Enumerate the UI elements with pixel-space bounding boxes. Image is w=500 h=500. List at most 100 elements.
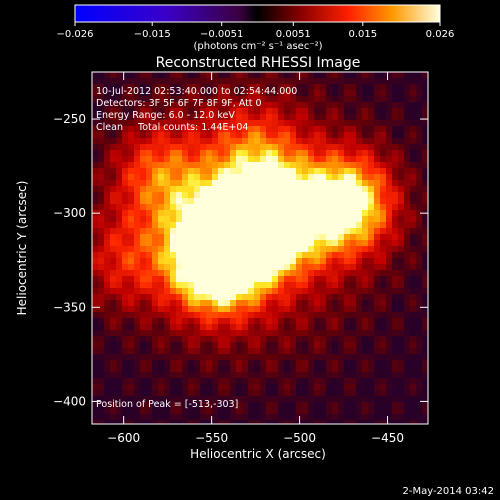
heatmap-cell xyxy=(230,168,236,174)
heatmap-cell xyxy=(398,288,404,294)
heatmap-cell xyxy=(200,366,206,372)
heatmap-cell xyxy=(92,234,98,240)
heatmap-cell xyxy=(254,138,260,144)
heatmap-cell xyxy=(374,228,380,234)
heatmap-cell xyxy=(308,174,314,180)
heatmap-cell xyxy=(122,324,128,330)
heatmap-cell xyxy=(398,366,404,372)
heatmap-cell xyxy=(242,414,248,420)
heatmap-cell xyxy=(146,390,152,396)
heatmap-cell xyxy=(314,72,320,78)
heatmap-cell xyxy=(254,294,260,300)
heatmap-cell xyxy=(308,96,314,102)
heatmap-cell xyxy=(212,246,218,252)
heatmap-cell xyxy=(236,150,242,156)
heatmap-cell xyxy=(194,168,200,174)
heatmap-cell xyxy=(182,282,188,288)
heatmap-cell xyxy=(404,390,410,396)
heatmap-cell xyxy=(152,174,158,180)
heatmap-cell xyxy=(368,366,374,372)
heatmap-cell xyxy=(200,390,206,396)
heatmap-cell xyxy=(170,174,176,180)
heatmap-cell xyxy=(290,108,296,114)
heatmap-cell xyxy=(122,276,128,282)
heatmap-cell xyxy=(338,360,344,366)
heatmap-cell xyxy=(170,408,176,414)
heatmap-cell xyxy=(170,234,176,240)
heatmap-cell xyxy=(218,348,224,354)
heatmap-cell xyxy=(164,174,170,180)
heatmap-cell xyxy=(218,354,224,360)
heatmap-cell xyxy=(116,252,122,258)
heatmap-cell xyxy=(302,396,308,402)
heatmap-cell xyxy=(284,144,290,150)
heatmap-cell xyxy=(104,222,110,228)
heatmap-cell xyxy=(410,246,416,252)
heatmap-cell xyxy=(98,258,104,264)
heatmap-cell xyxy=(134,348,140,354)
heatmap-cell xyxy=(104,402,110,408)
heatmap-cell xyxy=(392,108,398,114)
heatmap-cell xyxy=(164,324,170,330)
heatmap-cell xyxy=(398,204,404,210)
heatmap-cell xyxy=(230,138,236,144)
heatmap-cell xyxy=(410,114,416,120)
heatmap-cell xyxy=(278,264,284,270)
heatmap-cell xyxy=(272,192,278,198)
heatmap-cell xyxy=(92,162,98,168)
heatmap-cell xyxy=(218,192,224,198)
heatmap-cell xyxy=(338,372,344,378)
heatmap-cell xyxy=(182,372,188,378)
heatmap-cell xyxy=(338,294,344,300)
heatmap-cell xyxy=(248,162,254,168)
heatmap-cell xyxy=(344,72,350,78)
heatmap-cell xyxy=(182,102,188,108)
heatmap-cell xyxy=(386,384,392,390)
heatmap-cell xyxy=(320,336,326,342)
heatmap-cell xyxy=(116,402,122,408)
heatmap-cell xyxy=(122,408,128,414)
heatmap-cell xyxy=(128,318,134,324)
heatmap-cell xyxy=(332,102,338,108)
heatmap-cell xyxy=(92,138,98,144)
heatmap-cell xyxy=(218,366,224,372)
heatmap-cell xyxy=(158,126,164,132)
heatmap-cell xyxy=(320,162,326,168)
heatmap-cell xyxy=(236,246,242,252)
heatmap-cell xyxy=(200,282,206,288)
heatmap-cell xyxy=(320,234,326,240)
heatmap-cell xyxy=(356,318,362,324)
heatmap-cell xyxy=(416,372,422,378)
heatmap-cell xyxy=(104,396,110,402)
heatmap-cell xyxy=(332,330,338,336)
heatmap-cell xyxy=(284,114,290,120)
heatmap-cell xyxy=(392,126,398,132)
heatmap-cell xyxy=(98,402,104,408)
heatmap-cell xyxy=(338,204,344,210)
heatmap-cell xyxy=(122,396,128,402)
heatmap-cell xyxy=(242,120,248,126)
heatmap-cell xyxy=(332,390,338,396)
heatmap-cell xyxy=(308,222,314,228)
heatmap-cell xyxy=(356,384,362,390)
heatmap-cell xyxy=(320,144,326,150)
heatmap-cell xyxy=(104,132,110,138)
heatmap-cell xyxy=(170,336,176,342)
heatmap-cell xyxy=(374,246,380,252)
heatmap-cell xyxy=(248,336,254,342)
heatmap-cell xyxy=(260,78,266,84)
heatmap-cell xyxy=(368,210,374,216)
heatmap-cell xyxy=(98,114,104,120)
heatmap-cell xyxy=(392,72,398,78)
heatmap-cell xyxy=(98,150,104,156)
heatmap-cell xyxy=(170,366,176,372)
heatmap-cell xyxy=(266,228,272,234)
heatmap-cell xyxy=(356,216,362,222)
heatmap-cell xyxy=(416,78,422,84)
heatmap-cell xyxy=(170,402,176,408)
heatmap-cell xyxy=(242,222,248,228)
heatmap-cell xyxy=(218,330,224,336)
heatmap-cell xyxy=(170,246,176,252)
heatmap-cell xyxy=(254,246,260,252)
heatmap-cell xyxy=(212,348,218,354)
